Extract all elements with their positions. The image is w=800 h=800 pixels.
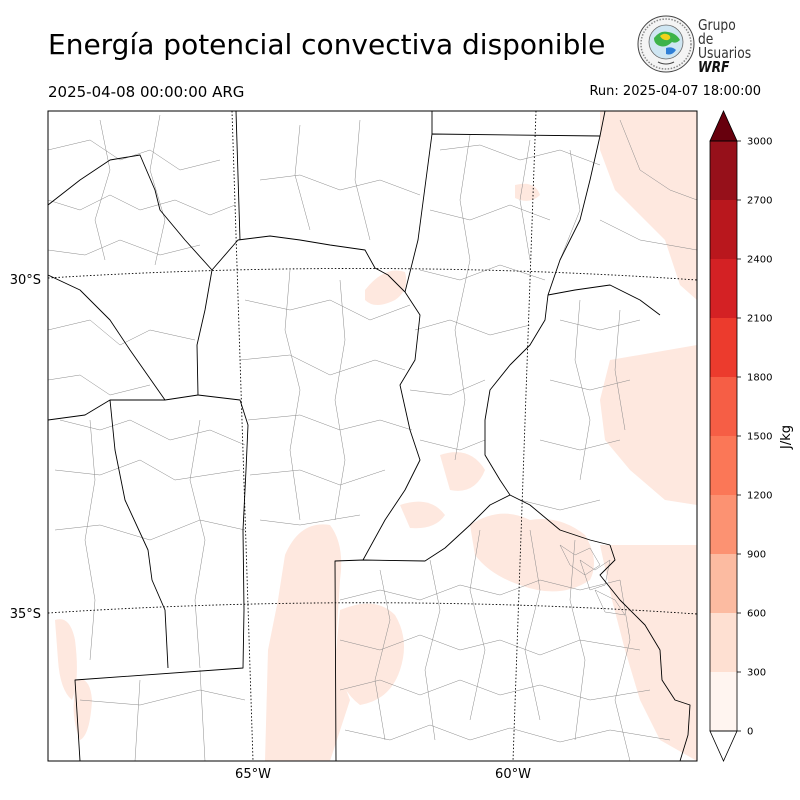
cape-patch-east (600, 345, 697, 505)
colorbar-tick-label: 0 (747, 727, 753, 738)
cape-patch-north-center (365, 270, 407, 305)
colorbar-segment (710, 436, 737, 495)
logo-line-1: Grupo de (698, 16, 736, 48)
logo-line-3: WRF (698, 58, 730, 76)
colorbar-segment (710, 613, 737, 672)
colorbar-segment (710, 554, 737, 613)
colorbar: 0 300 600 900 1200 1500 1800 2100 2400 2700 3000 (709, 110, 772, 762)
cape-patch-coast (600, 545, 697, 761)
colorbar-segment (710, 259, 737, 318)
colorbar-tick-label: 600 (747, 609, 766, 620)
colorbar-tick-label: 1200 (747, 491, 772, 502)
cape-patch-northeast (600, 111, 697, 300)
logo-line-2: Usuarios (698, 44, 752, 62)
graticule (48, 111, 697, 761)
cape-patch-southwest (73, 679, 92, 740)
colorbar-tick-label: 2400 (747, 255, 772, 266)
logo-text: Grupo de Usuarios WRF (698, 16, 754, 76)
colorbar-tick-label: 3000 (747, 137, 772, 148)
grupo-wrf-logo: Grupo de Usuarios WRF (636, 14, 766, 76)
province-boundaries (48, 111, 691, 761)
cape-patch-entre-rios (440, 452, 485, 491)
colorbar-under-arrow (709, 730, 738, 762)
meridian-65w (231, 111, 254, 761)
globe-logo-icon (637, 15, 695, 73)
colorbar-tick-label: 1500 (747, 432, 772, 443)
colorbar-segment (710, 141, 737, 200)
cape-patch-south (335, 603, 404, 705)
valid-time: 2025-04-08 00:00:00 ARG (48, 83, 245, 101)
meridian-60w (512, 111, 537, 761)
colorbar-tick-label: 2100 (747, 314, 772, 325)
colorbar-segment (710, 318, 737, 377)
cape-patch-buenos-aires (470, 513, 594, 592)
lon-label-65w: 65°W (235, 767, 271, 782)
colorbar-unit-label: J/kg (779, 425, 794, 450)
colorbar-segment (710, 200, 737, 259)
run-time: Run: 2025-04-07 18:00:00 (589, 84, 761, 99)
lat-label-35s: 35°S (10, 607, 41, 622)
colorbar-tick-label: 2700 (747, 196, 772, 207)
colorbar-segment (710, 495, 737, 554)
colorbar-tick-label: 1800 (747, 373, 772, 384)
colorbar-segment (710, 672, 737, 731)
colorbar-over-arrow (709, 110, 738, 142)
lon-label-60w: 60°W (495, 767, 531, 782)
cape-patch-cordoba (400, 501, 445, 529)
colorbar-tick-label: 300 (747, 668, 766, 679)
cape-shading (55, 111, 697, 761)
cape-patch-northeast-small (515, 183, 540, 201)
lat-label-30s: 30°S (10, 273, 41, 288)
parallel-30s (48, 268, 697, 281)
colorbar-tick-label: 900 (747, 550, 766, 561)
map-title: Energía potencial convectiva disponible (48, 28, 606, 61)
cape-patch-west (55, 619, 77, 700)
department-boundaries (48, 114, 697, 761)
cape-patch-center-south (265, 524, 350, 761)
parallel-35s (48, 602, 697, 615)
colorbar-segment (710, 377, 737, 436)
map-frame (47, 110, 698, 762)
